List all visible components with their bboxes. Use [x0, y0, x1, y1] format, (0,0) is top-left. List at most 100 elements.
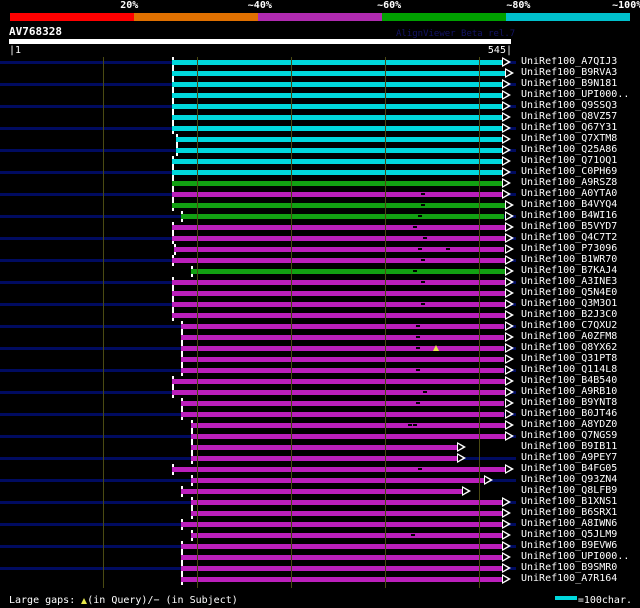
hsp-bar[interactable]	[181, 489, 462, 494]
hit-accession-label[interactable]: UniRef100_B2J3C0	[521, 309, 618, 320]
hit-row[interactable]: UniRef100_Q5N4E0	[0, 287, 640, 299]
hit-accession-label[interactable]: UniRef100_B9SMR0	[521, 562, 618, 573]
hit-accession-label[interactable]: UniRef100_A7QIJ3	[521, 57, 618, 67]
hit-row[interactable]: UniRef100_Q71OQ1	[0, 155, 640, 167]
hsp-bar[interactable]	[190, 500, 502, 505]
hit-accession-label[interactable]: UniRef100_C0PH69	[521, 166, 618, 177]
hsp-bar[interactable]	[172, 126, 502, 131]
hit-accession-label[interactable]: UniRef100_Q7NGS9	[521, 430, 618, 441]
hit-row[interactable]: UniRef100_Q8VZ57	[0, 111, 640, 123]
hit-row[interactable]: UniRef100_Q9SSQ3	[0, 100, 640, 112]
hit-accession-label[interactable]: UniRef100_A9RB10	[521, 386, 618, 397]
hit-accession-label[interactable]: UniRef100_Q67Y31	[521, 122, 618, 133]
hit-row[interactable]: UniRef100_B4B540	[0, 375, 640, 387]
hsp-bar[interactable]	[172, 82, 502, 87]
hsp-bar[interactable]	[172, 104, 502, 109]
hsp-bar[interactable]	[172, 302, 505, 307]
hsp-bar[interactable]	[181, 346, 505, 351]
hsp-bar[interactable]	[190, 423, 505, 428]
hit-row[interactable]: UniRef100_A0YTA0	[0, 188, 640, 200]
hit-accession-label[interactable]: UniRef100_P73096	[521, 243, 618, 254]
hsp-bar[interactable]	[172, 93, 502, 98]
hit-accession-label[interactable]: UniRef100_Q7XTM8	[521, 133, 618, 144]
hsp-bar[interactable]	[172, 60, 502, 65]
hit-accession-label[interactable]: UniRef100_Q8VZ57	[521, 111, 618, 122]
hsp-bar[interactable]	[172, 170, 502, 175]
hit-accession-label[interactable]: UniRef100_B1XNS1	[521, 496, 618, 507]
hsp-bar[interactable]	[175, 137, 502, 142]
hsp-bar[interactable]	[172, 467, 505, 472]
hsp-bar[interactable]	[172, 159, 502, 164]
hsp-bar[interactable]	[181, 324, 505, 329]
hit-row[interactable]: UniRef100_A8IWN6	[0, 518, 640, 530]
hsp-bar[interactable]	[181, 401, 505, 406]
hsp-bar[interactable]	[172, 258, 505, 263]
hit-accession-label[interactable]: UniRef100_B9EVW6	[521, 540, 618, 551]
hit-row[interactable]: UniRef100_Q4C7T2	[0, 232, 640, 244]
hit-accession-label[interactable]: UniRef100_B9IB11	[521, 441, 618, 452]
hsp-bar[interactable]	[172, 181, 502, 186]
hsp-bar[interactable]	[181, 357, 505, 362]
hit-accession-label[interactable]: UniRef100_A9PEY7	[521, 452, 618, 463]
hit-row[interactable]: UniRef100_B1XNS1	[0, 496, 640, 508]
hit-row[interactable]: UniRef100_A7QIJ3	[0, 57, 640, 68]
hsp-bar[interactable]	[172, 390, 505, 395]
hit-accession-label[interactable]: UniRef100_B6SRX1	[521, 507, 618, 518]
hsp-bar[interactable]	[181, 566, 502, 571]
hit-accession-label[interactable]: UniRef100_A8YDZ0	[521, 419, 618, 430]
hit-row[interactable]: UniRef100_Q93ZN4	[0, 474, 640, 486]
hsp-bar[interactable]	[173, 247, 505, 252]
hit-row[interactable]: UniRef100_B2J3C0	[0, 309, 640, 321]
hit-row[interactable]: UniRef100_B4WI16	[0, 210, 640, 222]
hsp-bar[interactable]	[181, 335, 505, 340]
hit-accession-label[interactable]: UniRef100_Q3M3O1	[521, 298, 618, 309]
hit-row[interactable]: UniRef100_B9YNT8	[0, 397, 640, 409]
hit-accession-label[interactable]: UniRef100_B4WI16	[521, 210, 618, 221]
hit-accession-label[interactable]: UniRef100_Q8YX62	[521, 342, 618, 353]
hit-accession-label[interactable]: UniRef100_A7R164	[521, 573, 618, 584]
hsp-bar[interactable]	[172, 280, 505, 285]
hsp-bar[interactable]	[190, 511, 502, 516]
hit-row[interactable]: UniRef100_UPI000..	[0, 89, 640, 101]
hsp-bar[interactable]	[175, 148, 502, 153]
hit-accession-label[interactable]: UniRef100_Q31PT8	[521, 353, 618, 364]
hit-row[interactable]: UniRef100_B9IB11	[0, 441, 640, 453]
hit-accession-label[interactable]: UniRef100_B9RVA3	[521, 67, 618, 78]
hsp-bar[interactable]	[181, 522, 502, 527]
hit-row[interactable]: UniRef100_Q5JLM9	[0, 529, 640, 541]
hsp-bar[interactable]	[190, 434, 505, 439]
hit-row[interactable]: UniRef100_A3INE3	[0, 276, 640, 288]
hsp-bar[interactable]	[190, 478, 485, 483]
hit-accession-label[interactable]: UniRef100_B9N181	[521, 78, 618, 89]
hit-row[interactable]: UniRef100_B4FG05	[0, 463, 640, 475]
hit-row[interactable]: UniRef100_Q114L8	[0, 364, 640, 376]
hit-row[interactable]: UniRef100_Q67Y31	[0, 122, 640, 134]
hit-row[interactable]: UniRef100_B6SRX1	[0, 507, 640, 519]
hsp-bar[interactable]	[181, 412, 505, 417]
hit-accession-label[interactable]: UniRef100_B0JT46	[521, 408, 618, 419]
hsp-bar[interactable]	[181, 368, 505, 373]
hit-accession-label[interactable]: UniRef100_UPI000..	[521, 551, 630, 562]
hit-accession-label[interactable]: UniRef100_A0YTA0	[521, 188, 618, 199]
hit-accession-label[interactable]: UniRef100_Q5JLM9	[521, 529, 618, 540]
hit-row[interactable]: UniRef100_Q25A86	[0, 144, 640, 156]
hit-accession-label[interactable]: UniRef100_B5VYD7	[521, 221, 618, 232]
hit-accession-label[interactable]: UniRef100_A9RSZ8	[521, 177, 618, 188]
hsp-bar[interactable]	[172, 236, 505, 241]
hit-accession-label[interactable]: UniRef100_A8IWN6	[521, 518, 618, 529]
hit-accession-label[interactable]: UniRef100_UPI000..	[521, 89, 630, 100]
hsp-bar[interactable]	[190, 456, 457, 461]
hit-row[interactable]: UniRef100_UPI000..	[0, 551, 640, 563]
hit-accession-label[interactable]: UniRef100_B9YNT8	[521, 397, 618, 408]
hsp-bar[interactable]	[190, 269, 505, 274]
hsp-bar[interactable]	[190, 533, 502, 538]
hit-accession-label[interactable]: UniRef100_Q25A86	[521, 144, 618, 155]
hit-accession-label[interactable]: UniRef100_Q8LFB9	[521, 485, 618, 496]
hsp-bar[interactable]	[172, 313, 505, 318]
hsp-bar[interactable]	[190, 445, 457, 450]
hit-row[interactable]: UniRef100_B5VYD7	[0, 221, 640, 233]
hsp-bar[interactable]	[172, 192, 502, 197]
hit-accession-label[interactable]: UniRef100_B1WR70	[521, 254, 618, 265]
hsp-bar[interactable]	[181, 214, 505, 219]
hit-row[interactable]: UniRef100_A0ZFM8	[0, 331, 640, 343]
